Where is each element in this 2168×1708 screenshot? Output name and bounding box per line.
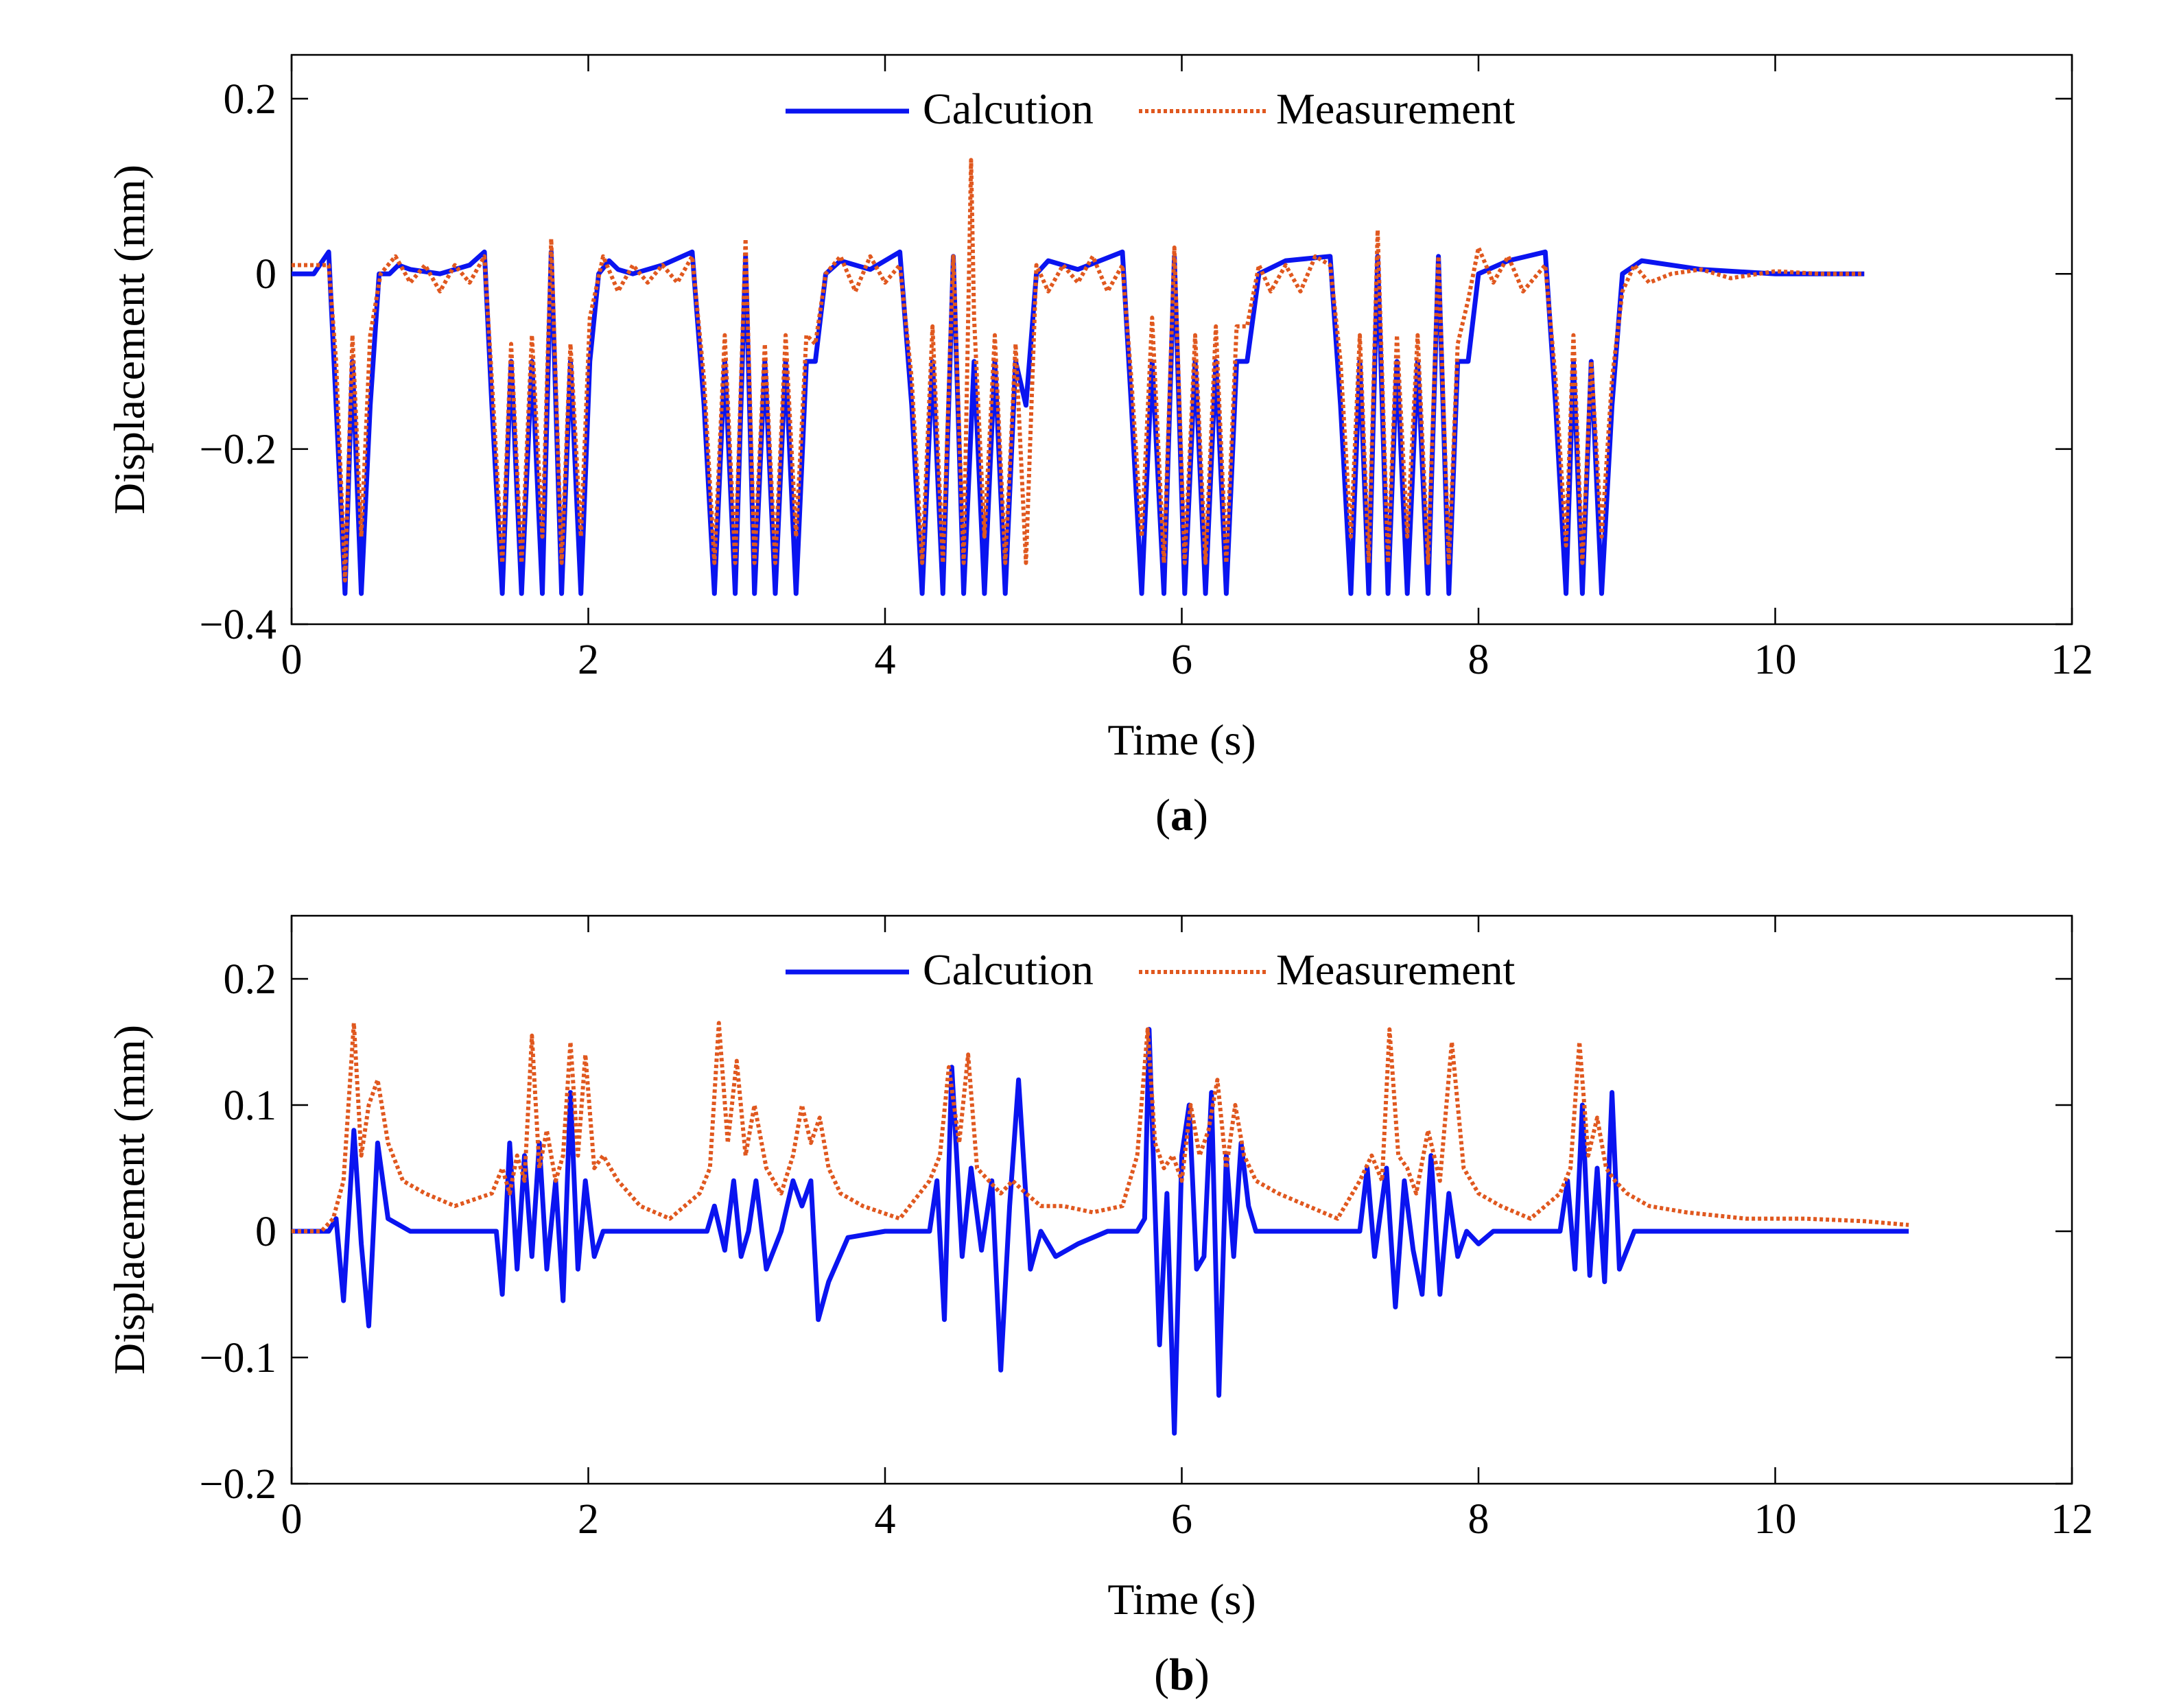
caption-letter: a (1170, 790, 1193, 840)
x-tick-label: 12 (2051, 1496, 2093, 1543)
y-axis-label: Displacement (mm) (105, 1025, 154, 1375)
legend: Calcution Measurement (786, 945, 1516, 994)
caption-close: ) (1194, 1650, 1210, 1700)
y-tick-label: 0.2 (224, 956, 277, 1003)
x-tick-label: 2 (578, 1496, 599, 1543)
x-tick-label: 8 (1468, 637, 1489, 683)
y-tick-label: 0 (255, 251, 276, 298)
x-tick-label: 8 (1468, 1496, 1489, 1543)
y-tick-label: −0.4 (200, 602, 276, 648)
legend-label-calcution: Calcution (923, 84, 1094, 133)
y-axis-label: Displacement (mm) (105, 165, 154, 514)
y-tick-label: 0.2 (224, 76, 277, 123)
y-tick-label: 0.1 (224, 1082, 277, 1129)
caption-close: ) (1193, 790, 1208, 840)
panel-caption: (a) (1155, 790, 1208, 840)
series-line-measurement (292, 1021, 1909, 1233)
panel-b: 0 2 4 6 8 10 12 −0.2 −0.1 0 0.1 0.2 Time (s) Displace… (105, 914, 2093, 1700)
y-tick-label: −0.2 (200, 1461, 276, 1508)
x-tick-label: 4 (875, 637, 896, 683)
y-tick-label: −0.1 (200, 1335, 276, 1381)
panel-caption: (b) (1154, 1650, 1210, 1700)
y-tick-label: −0.2 (200, 427, 276, 473)
x-tick-label: 2 (578, 637, 599, 683)
x-axis-label: Time (s) (1107, 715, 1256, 764)
series-line-calcution (292, 1027, 1909, 1436)
x-tick-label: 12 (2051, 637, 2093, 683)
legend: Calcution Measurement (786, 84, 1516, 133)
y-tick-label: 0 (255, 1209, 276, 1255)
series-line-measurement (292, 158, 1865, 583)
legend-label-measurement: Measurement (1276, 945, 1516, 994)
x-tick-label: 6 (1171, 637, 1192, 683)
panel-a: 0 2 4 6 8 10 12 −0.4 −0.2 0 0.2 Time (s) Displacemen… (105, 54, 2093, 840)
caption-open: ( (1155, 790, 1170, 840)
legend-label-calcution: Calcution (923, 945, 1094, 994)
x-tick-label: 10 (1754, 637, 1797, 683)
x-axis-label: Time (s) (1107, 1575, 1256, 1624)
x-tick-label: 0 (281, 1496, 303, 1543)
x-tick-label: 10 (1754, 1496, 1797, 1543)
x-tick-label: 6 (1171, 1496, 1192, 1543)
x-tick-label: 4 (875, 1496, 896, 1543)
caption-open: ( (1154, 1650, 1169, 1700)
caption-letter: b (1169, 1650, 1194, 1700)
x-tick-label: 0 (281, 637, 303, 683)
legend-label-measurement: Measurement (1276, 84, 1516, 133)
